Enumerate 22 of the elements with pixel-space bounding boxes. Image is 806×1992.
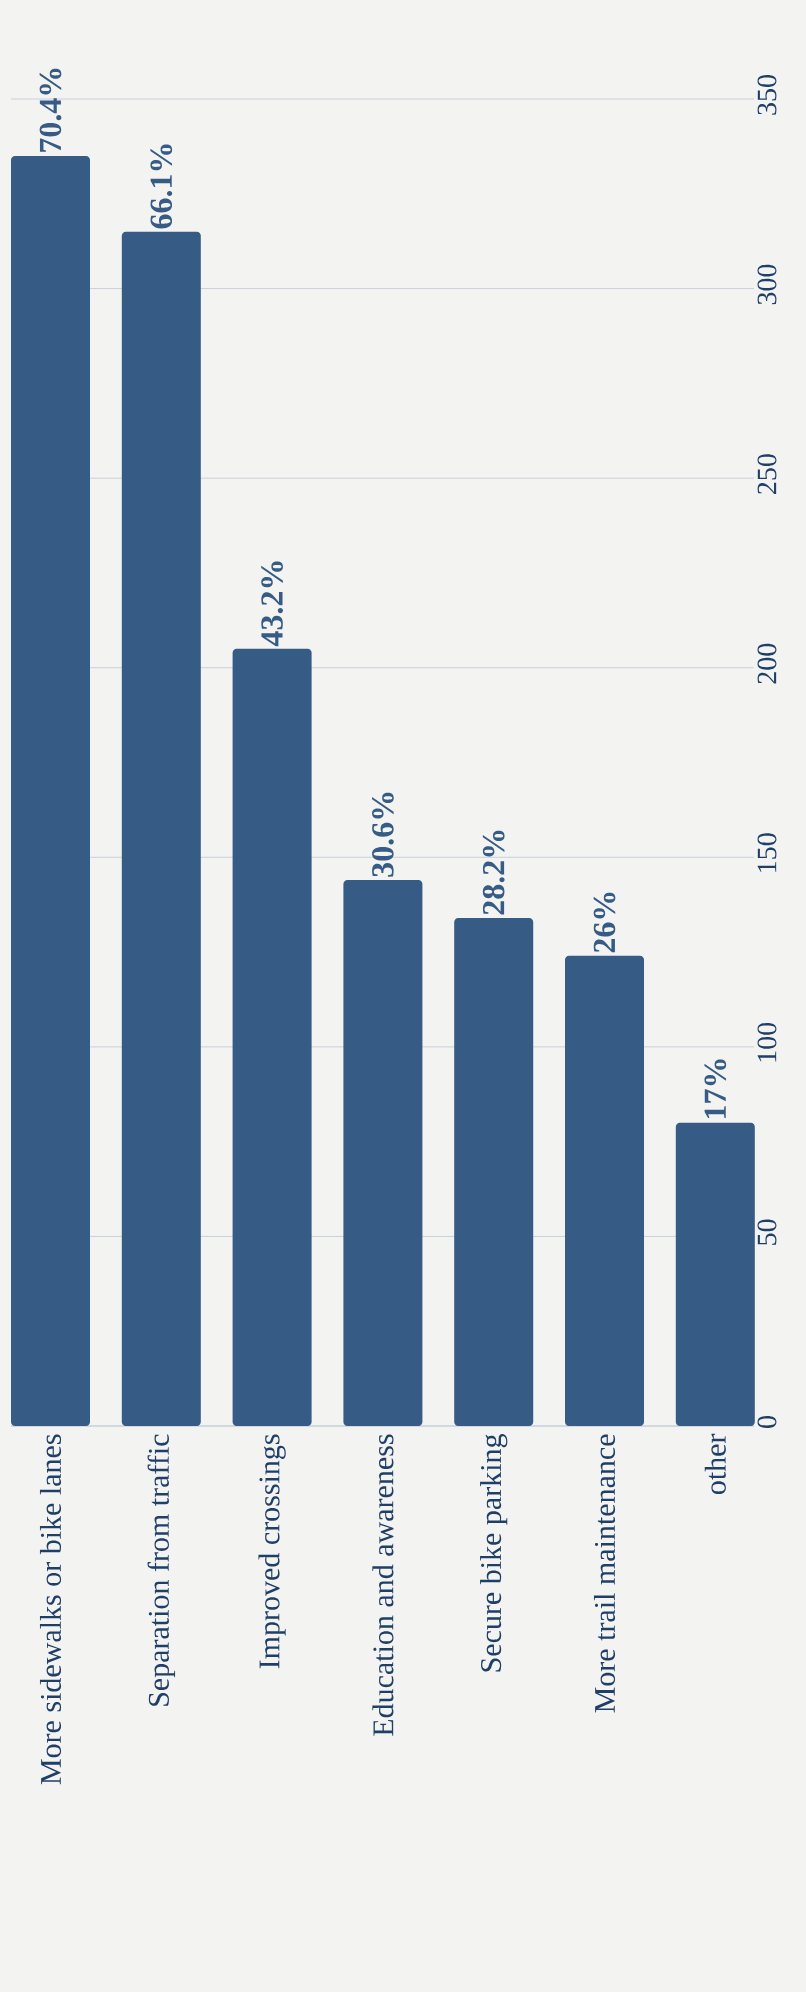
y-tick-label: 300	[757, 264, 777, 305]
y-tick-label: 50	[757, 1219, 777, 1245]
y-tick-label: 250	[757, 454, 777, 494]
y-tick-label: 150	[757, 833, 777, 872]
x-tick-label: Separation from traffic	[147, 1434, 176, 1706]
y-tick-label: 200	[757, 643, 777, 684]
annotation: 70.4%	[39, 68, 62, 152]
x-tick-label: Secure bike parking	[480, 1434, 508, 1672]
x-tick-label: Improved crossings	[258, 1434, 286, 1669]
y-tick-label: 0	[757, 1416, 777, 1428]
x-tick-label: More trail maintenance	[593, 1434, 616, 1713]
annotation: 30.6%	[372, 792, 394, 877]
x-tick-label: other	[704, 1433, 726, 1495]
annotation: 26%	[593, 892, 616, 953]
y-tick-label: 350	[757, 75, 777, 115]
annotation: 66.1%	[150, 144, 173, 229]
y-tick-label: 100	[757, 1022, 777, 1062]
annotation: 17%	[704, 1059, 727, 1118]
x-tick-label: Education and awareness	[372, 1434, 394, 1736]
annotation: 43.2%	[261, 561, 283, 647]
annotation: 28.2%	[482, 830, 505, 915]
x-tick-label: More sidewalks or bike lanes	[39, 1434, 62, 1785]
